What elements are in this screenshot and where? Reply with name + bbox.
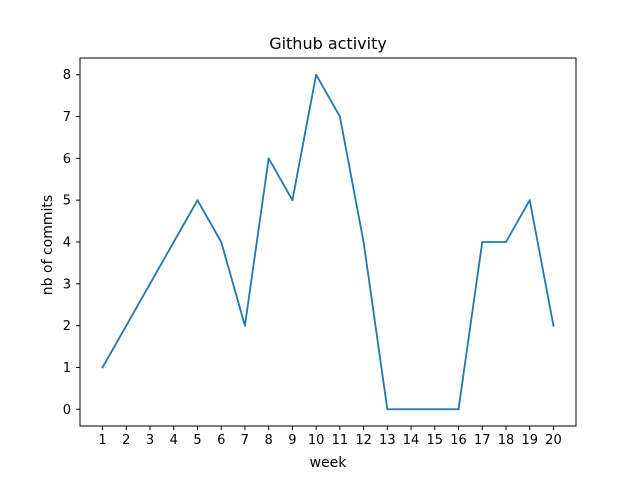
y-tick-label: 8 [63, 68, 71, 83]
x-tick-label: 7 [241, 433, 249, 448]
chart-title: Github activity [269, 34, 387, 53]
x-tick-label: 18 [498, 433, 515, 448]
x-tick-label: 1 [98, 433, 106, 448]
x-tick-label: 5 [193, 433, 201, 448]
data-point [220, 241, 223, 243]
data-point [101, 366, 104, 369]
y-tick-label: 0 [63, 403, 71, 418]
data-point [362, 241, 365, 243]
x-axis-label: week [310, 455, 348, 471]
x-tick-label: 3 [146, 433, 154, 448]
x-tick-label: 17 [474, 433, 491, 448]
data-point [196, 199, 199, 202]
y-tick-label: 1 [63, 361, 71, 376]
data-point [315, 73, 318, 76]
x-tick-label: 13 [379, 433, 396, 448]
y-axis-label: nb of commits [40, 195, 56, 295]
x-tick-label: 19 [521, 433, 538, 448]
data-point [338, 115, 341, 118]
x-tick-label: 14 [403, 433, 420, 448]
x-tick-label: 10 [308, 433, 325, 448]
data-point [267, 157, 270, 160]
y-tick-label: 5 [63, 194, 71, 209]
x-tick-label: 20 [545, 433, 562, 448]
data-point [291, 199, 294, 202]
x-tick-label: 8 [265, 433, 273, 448]
data-point [410, 408, 412, 411]
x-tick-label: 16 [450, 433, 467, 448]
x-tick-label: 15 [427, 433, 444, 448]
x-tick-label: 12 [355, 433, 372, 448]
y-tick-label: 3 [63, 277, 71, 292]
data-point [528, 199, 531, 202]
y-tick-label: 2 [63, 319, 71, 334]
data-point [149, 282, 151, 285]
data-point [172, 241, 175, 243]
y-tick-label: 6 [63, 152, 71, 167]
y-tick-label: 4 [63, 236, 71, 251]
y-tick-label: 7 [63, 110, 71, 125]
plot-area-frame [79, 57, 577, 427]
data-point [125, 324, 128, 327]
x-tick-label: 9 [288, 433, 296, 448]
series-line-0 [101, 73, 555, 411]
x-tick-label: 11 [332, 433, 349, 448]
series-layer [101, 73, 555, 411]
data-point [457, 408, 460, 411]
x-tick-label: 2 [122, 433, 130, 448]
x-tick-label: 4 [170, 433, 178, 448]
x-tick-label: 6 [217, 433, 225, 448]
data-point [505, 241, 507, 243]
data-point [552, 324, 555, 327]
data-point [244, 324, 246, 327]
data-point [481, 241, 484, 243]
data-point [386, 408, 389, 411]
data-point [433, 408, 436, 411]
